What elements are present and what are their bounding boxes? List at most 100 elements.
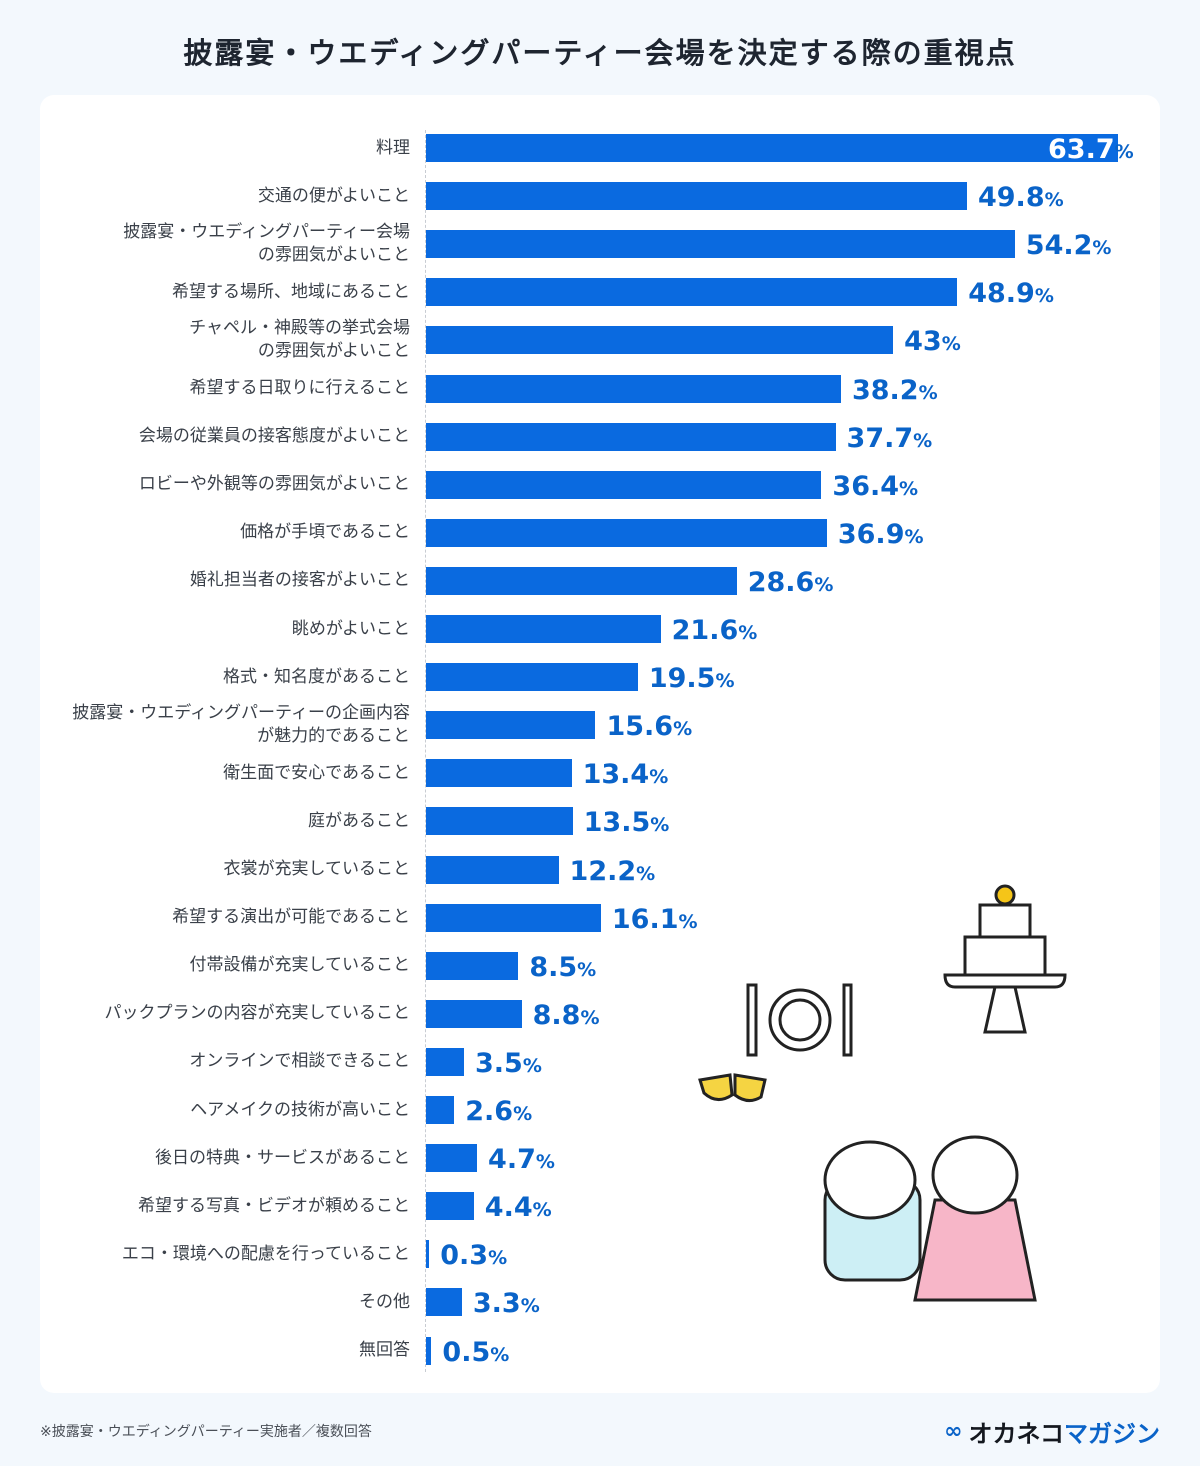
category-label: 庭があること bbox=[308, 810, 410, 831]
bar bbox=[426, 1144, 478, 1173]
value-label: 2.6% bbox=[465, 1098, 532, 1128]
value-label: 4.7% bbox=[488, 1146, 555, 1176]
value-number: 2.6 bbox=[465, 1096, 514, 1127]
value-label: 48.9% bbox=[968, 280, 1054, 310]
category-label: 披露宴・ウエディングパーティー会場 の雰囲気がよいこと bbox=[123, 222, 410, 266]
value-number: 38.2 bbox=[851, 374, 919, 406]
bar bbox=[426, 807, 573, 836]
bar bbox=[426, 1096, 455, 1124]
value-unit: % bbox=[1034, 285, 1054, 308]
value-unit: % bbox=[673, 718, 693, 741]
value-label: 54.2% bbox=[1026, 232, 1112, 262]
value-number: 4.4 bbox=[484, 1192, 533, 1224]
category-label: 価格が手頃であること bbox=[240, 522, 410, 543]
bar bbox=[426, 903, 601, 932]
value-unit: % bbox=[678, 910, 698, 933]
category-label: ヘアメイクの技術が高いこと bbox=[190, 1099, 410, 1120]
category-label: 格式・知名度があること bbox=[223, 666, 410, 687]
value-label: 3.5% bbox=[475, 1049, 542, 1080]
value-unit: % bbox=[649, 766, 669, 789]
chart-title: 披露宴・ウエディングパーティー会場を決定する際の重視点 bbox=[183, 36, 1017, 70]
logo-text-blue: マガジン bbox=[1064, 1420, 1160, 1448]
value-label: 36.4% bbox=[832, 472, 919, 503]
category-label: 後日の特典・サービスがあること bbox=[155, 1147, 410, 1168]
y-axis-line bbox=[425, 130, 426, 1372]
value-unit: % bbox=[899, 477, 919, 500]
value-unit: % bbox=[636, 862, 656, 885]
value-number: 49.8 bbox=[977, 182, 1045, 214]
value-unit: % bbox=[1092, 237, 1112, 260]
value-number: 8.5 bbox=[529, 951, 578, 983]
footnote: ※披露宴・ウエディングパーティー実施者／複数回答 bbox=[40, 1424, 372, 1440]
bar bbox=[426, 1047, 465, 1076]
category-label: 希望する写真・ビデオが頼めること bbox=[138, 1195, 410, 1216]
value-label: 13.5% bbox=[584, 809, 670, 839]
bar bbox=[426, 566, 737, 595]
value-label: 63.7% bbox=[1048, 136, 1134, 166]
bar bbox=[426, 134, 1118, 162]
logo-mark-icon: ∞ bbox=[944, 1419, 963, 1444]
category-label: エコ・環境への配慮を行っていること bbox=[121, 1243, 410, 1264]
value-label: 43% bbox=[904, 328, 961, 358]
value-number: 15.6 bbox=[606, 711, 674, 743]
bar bbox=[426, 518, 827, 547]
value-label: 12.2% bbox=[570, 857, 656, 888]
tableware-icon bbox=[746, 983, 853, 1057]
bar bbox=[426, 711, 596, 740]
cake-icon bbox=[943, 884, 1067, 1034]
category-label: 会場の従業員の接客態度がよいこと bbox=[138, 426, 410, 447]
bar bbox=[426, 663, 638, 692]
bar bbox=[426, 422, 836, 451]
bar bbox=[426, 855, 559, 884]
bar bbox=[426, 951, 519, 980]
category-label: 希望する演出が可能であること bbox=[172, 907, 410, 928]
value-unit: % bbox=[532, 1199, 552, 1222]
value-unit: % bbox=[513, 1103, 533, 1125]
value-label: 38.2% bbox=[851, 374, 938, 407]
value-label: 3.3% bbox=[473, 1290, 540, 1320]
value-unit: % bbox=[941, 333, 961, 356]
value-label: 4.4% bbox=[485, 1194, 552, 1224]
value-number: 4.7 bbox=[488, 1144, 536, 1176]
bride-cat-icon bbox=[913, 1135, 1037, 1302]
value-unit: % bbox=[488, 1247, 508, 1270]
champagne-glasses-icon bbox=[698, 1073, 767, 1102]
value-unit: % bbox=[738, 622, 758, 644]
value-label: 37.7% bbox=[846, 422, 933, 455]
category-label: 披露宴・ウエディングパーティーの企画内容 が魅力的であること bbox=[72, 703, 410, 747]
value-number: 0.3 bbox=[440, 1240, 489, 1272]
value-number: 0.5 bbox=[442, 1336, 491, 1368]
bar bbox=[426, 230, 1015, 259]
value-number: 16.1 bbox=[611, 903, 679, 935]
value-label: 8.8% bbox=[533, 1001, 600, 1032]
category-label: 付帯設備が充実していること bbox=[189, 955, 411, 976]
category-label: 眺めがよいこと bbox=[291, 618, 410, 639]
bar bbox=[426, 326, 894, 355]
value-number: 54.2 bbox=[1025, 230, 1093, 262]
value-number: 48.9 bbox=[968, 278, 1035, 310]
category-label: 料理 bbox=[376, 137, 410, 158]
value-label: 0.3% bbox=[440, 1242, 507, 1272]
value-unit: % bbox=[814, 573, 834, 596]
bar bbox=[426, 374, 841, 403]
value-unit: % bbox=[650, 814, 670, 837]
category-label: オンラインで相談できること bbox=[189, 1051, 410, 1072]
value-number: 13.5 bbox=[583, 807, 651, 839]
category-label: ロビーや外観等の雰囲気がよいこと bbox=[138, 474, 410, 495]
value-number: 19.5 bbox=[648, 663, 716, 695]
value-label: 21.6% bbox=[672, 617, 758, 647]
bar bbox=[426, 182, 967, 211]
category-label: チャペル・神殿等の挙式会場 の雰囲気がよいこと bbox=[189, 318, 410, 362]
bar bbox=[426, 1336, 432, 1365]
bar bbox=[426, 1240, 430, 1269]
value-label: 15.6% bbox=[606, 713, 692, 743]
logo-text-dark: オカネコ bbox=[968, 1420, 1064, 1448]
category-label: 希望する場所、地域にあること bbox=[172, 281, 410, 302]
bar bbox=[426, 759, 572, 788]
bar bbox=[426, 1192, 474, 1221]
category-label: 交通の便がよいこと bbox=[257, 185, 410, 206]
value-number: 37.7 bbox=[846, 422, 914, 454]
value-label: 49.8% bbox=[978, 184, 1064, 214]
groom-cat-icon bbox=[823, 1140, 922, 1282]
value-label: 0.5% bbox=[442, 1336, 509, 1369]
